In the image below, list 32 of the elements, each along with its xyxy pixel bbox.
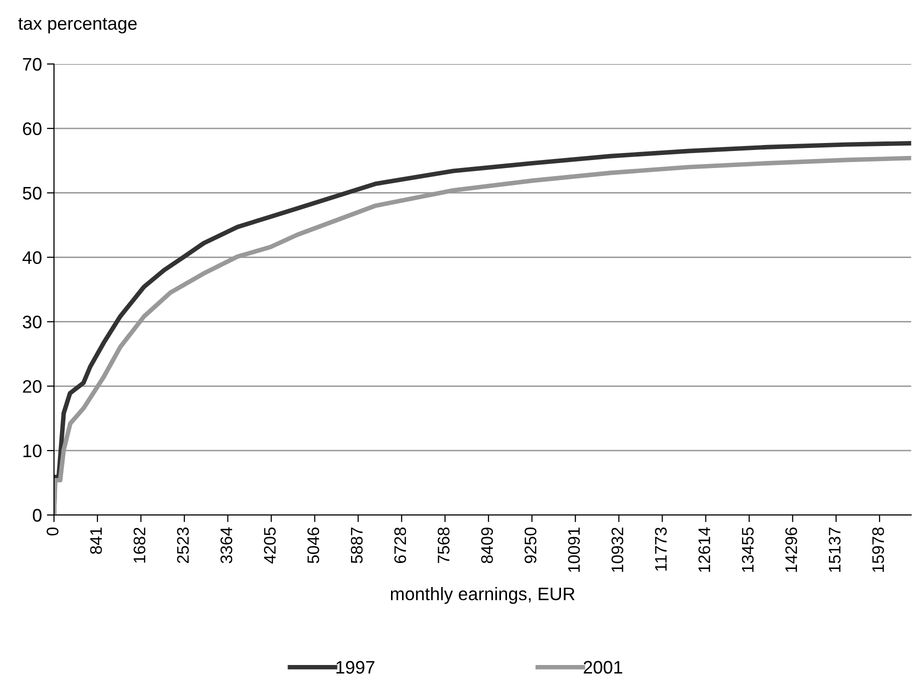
x-tick-label: 10932 — [612, 528, 624, 572]
x-tick-label: 6728 — [394, 528, 406, 564]
x-tick-label: 15978 — [872, 528, 884, 572]
y-tick-label: 60 — [23, 122, 42, 136]
x-tick-label: 0 — [46, 527, 58, 536]
x-tick-label: 13455 — [742, 528, 754, 572]
x-tick-label: 4205 — [264, 528, 276, 564]
x-tick-label: 8409 — [481, 528, 493, 564]
x-tick-label: 7568 — [438, 528, 450, 564]
x-tick-label: 10091 — [568, 528, 580, 572]
x-tick-label: 2523 — [177, 528, 189, 564]
x-tick-label: 14296 — [785, 528, 798, 572]
x-tick-label: 1682 — [134, 528, 146, 563]
y-tick-label: 20 — [23, 380, 42, 393]
x-tick-label: 5887 — [350, 528, 363, 564]
y-tick-label: 50 — [22, 186, 42, 200]
legend-label: 2001 — [584, 660, 622, 674]
y-tick-label: 30 — [22, 316, 42, 328]
y-tick-label: 70 — [23, 58, 42, 71]
x-tick-label: 841 — [90, 528, 102, 554]
y-tick-label: 10 — [23, 444, 42, 458]
x-tick-label: 12614 — [698, 527, 710, 572]
x-tick-label: 11773 — [654, 528, 667, 571]
x-tick-label: 9250 — [524, 527, 536, 564]
x-axis-title: monthly earnings, EUR — [390, 587, 575, 604]
y-tick-label: 40 — [22, 251, 42, 264]
x-tick-label: 15137 — [828, 528, 841, 572]
x-tick-label: 5046 — [307, 528, 320, 564]
legend-label: 1997 — [336, 660, 374, 674]
y-tick-label: 0 — [32, 508, 42, 522]
x-tick-label: 3364 — [220, 527, 232, 564]
y-axis-title: tax percentage — [18, 18, 137, 34]
